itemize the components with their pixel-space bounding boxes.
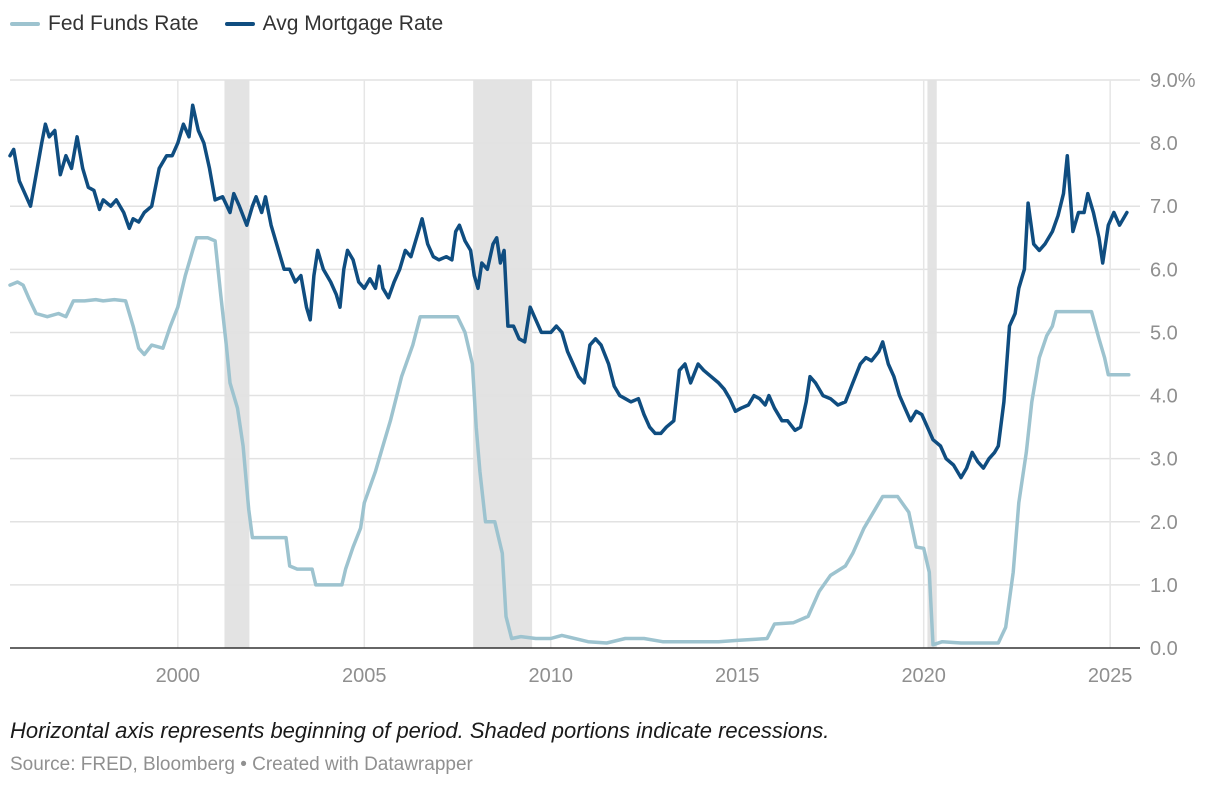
recession-band-2: [927, 80, 937, 648]
chart-source: Source: FRED, Bloomberg • Created with D…: [10, 754, 473, 775]
series-line-1: [8, 103, 1129, 480]
chart-caption: Horizontal axis represents beginning of …: [10, 718, 830, 743]
y-tick-label-0: 0.0: [1150, 638, 1178, 660]
legend-swatch-fed-funds: [10, 22, 40, 26]
legend: Fed Funds Rate Avg Mortgage Rate: [10, 12, 469, 36]
y-tick-label-4: 4.0: [1150, 386, 1178, 408]
legend-item-fed-funds: Fed Funds Rate: [10, 12, 199, 36]
x-tick-label-0: 2000: [156, 665, 201, 687]
y-tick-label-8: 8.0: [1150, 133, 1178, 155]
line-chart: 0.0 1.0 2.0 3.0 4.0 5.0 6.0 7.0 8.0 9.0% 2000 2005 2…: [8, 70, 1196, 687]
y-tick-label-5: 5.0: [1150, 322, 1178, 344]
y-tick-label-7: 7.0: [1150, 196, 1178, 218]
y-tick-label-2: 2.0: [1150, 512, 1178, 534]
legend-item-mortgage: Avg Mortgage Rate: [224, 12, 444, 36]
x-tick-label-3: 2015: [715, 665, 760, 687]
legend-swatch-mortgage: [224, 22, 255, 26]
y-tick-label-6: 6.0: [1150, 259, 1178, 281]
series-line-0: [8, 236, 1131, 647]
x-tick-label-4: 2020: [901, 665, 946, 687]
x-tick-label-2: 2010: [529, 665, 574, 687]
legend-label-mortgage: Avg Mortgage Rate: [262, 12, 444, 35]
x-tick-label-5: 2025: [1088, 665, 1133, 687]
y-tick-label-3: 3.0: [1150, 449, 1178, 471]
y-tick-label-9: 9.0%: [1150, 70, 1196, 92]
legend-label-fed-funds: Fed Funds Rate: [48, 12, 199, 35]
x-tick-label-1: 2005: [342, 665, 387, 687]
y-tick-label-1: 1.0: [1150, 575, 1178, 597]
